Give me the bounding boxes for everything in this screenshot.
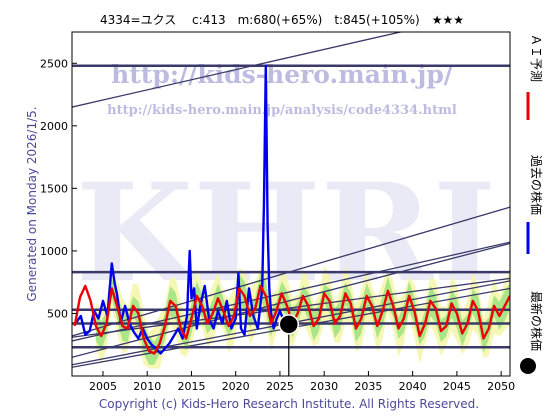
chart-title: 4334=ユクス c:413 m:680(+65%) t:845(+105%) … [100, 13, 464, 27]
trend-line [72, 241, 510, 342]
series-line-past-price [75, 64, 290, 355]
x-axis: 2005 2010 2015 2020 2025 2030 2035 2040 2045 2050 [89, 371, 515, 393]
trend-line [72, 242, 510, 358]
legend-latest-label: 最新の株価 [529, 291, 544, 351]
copyright-text: Copyright (c) Kids-Hero Research Institu… [99, 397, 479, 411]
legend-ai-label: ＡＩ予測 [529, 34, 543, 82]
y-tick-label: 500 [47, 307, 68, 320]
watermark: KHRI http://kids-hero.main.jp/ http://ki… [76, 60, 496, 312]
legend-past-label: 過去の株価 [529, 155, 544, 215]
x-tick-label: 2040 [399, 380, 427, 393]
plot-content [72, 32, 510, 376]
watermark-url-main: http://kids-hero.main.jp/ [111, 60, 454, 89]
x-tick-label: 2035 [354, 380, 382, 393]
legend-latest-dot [520, 358, 536, 374]
x-tick-label: 2005 [89, 380, 117, 393]
trend-line [72, 277, 510, 338]
x-tick-label: 2045 [443, 380, 471, 393]
y-axis: 500 1000 1500 2000 2500 [40, 57, 77, 320]
generated-label: Generated on Monday 2026/1/5. [25, 106, 39, 301]
legend: ＡＩ予測 過去の株価 最新の株価 [520, 34, 544, 374]
x-tick-label: 2010 [133, 380, 161, 393]
y-tick-label: 1500 [40, 182, 68, 195]
x-tick-label: 2015 [177, 380, 205, 393]
x-tick-label: 2020 [222, 380, 250, 393]
current-price-marker [278, 314, 300, 335]
x-tick-label: 2050 [487, 380, 515, 393]
watermark-url-analysis: http://kids-hero.main.jp/analysis/code43… [107, 103, 457, 118]
trend-line [72, 206, 510, 337]
y-tick-label: 2000 [40, 120, 68, 133]
x-tick-label: 2030 [310, 380, 338, 393]
plot-area [72, 32, 510, 376]
y-tick-label: 1000 [40, 245, 68, 258]
trend-line [72, 32, 404, 108]
y-tick-label: 2500 [40, 57, 68, 70]
x-tick-label: 2025 [266, 380, 294, 393]
plot-frame [71, 31, 511, 377]
projection-band-inner [95, 272, 510, 365]
